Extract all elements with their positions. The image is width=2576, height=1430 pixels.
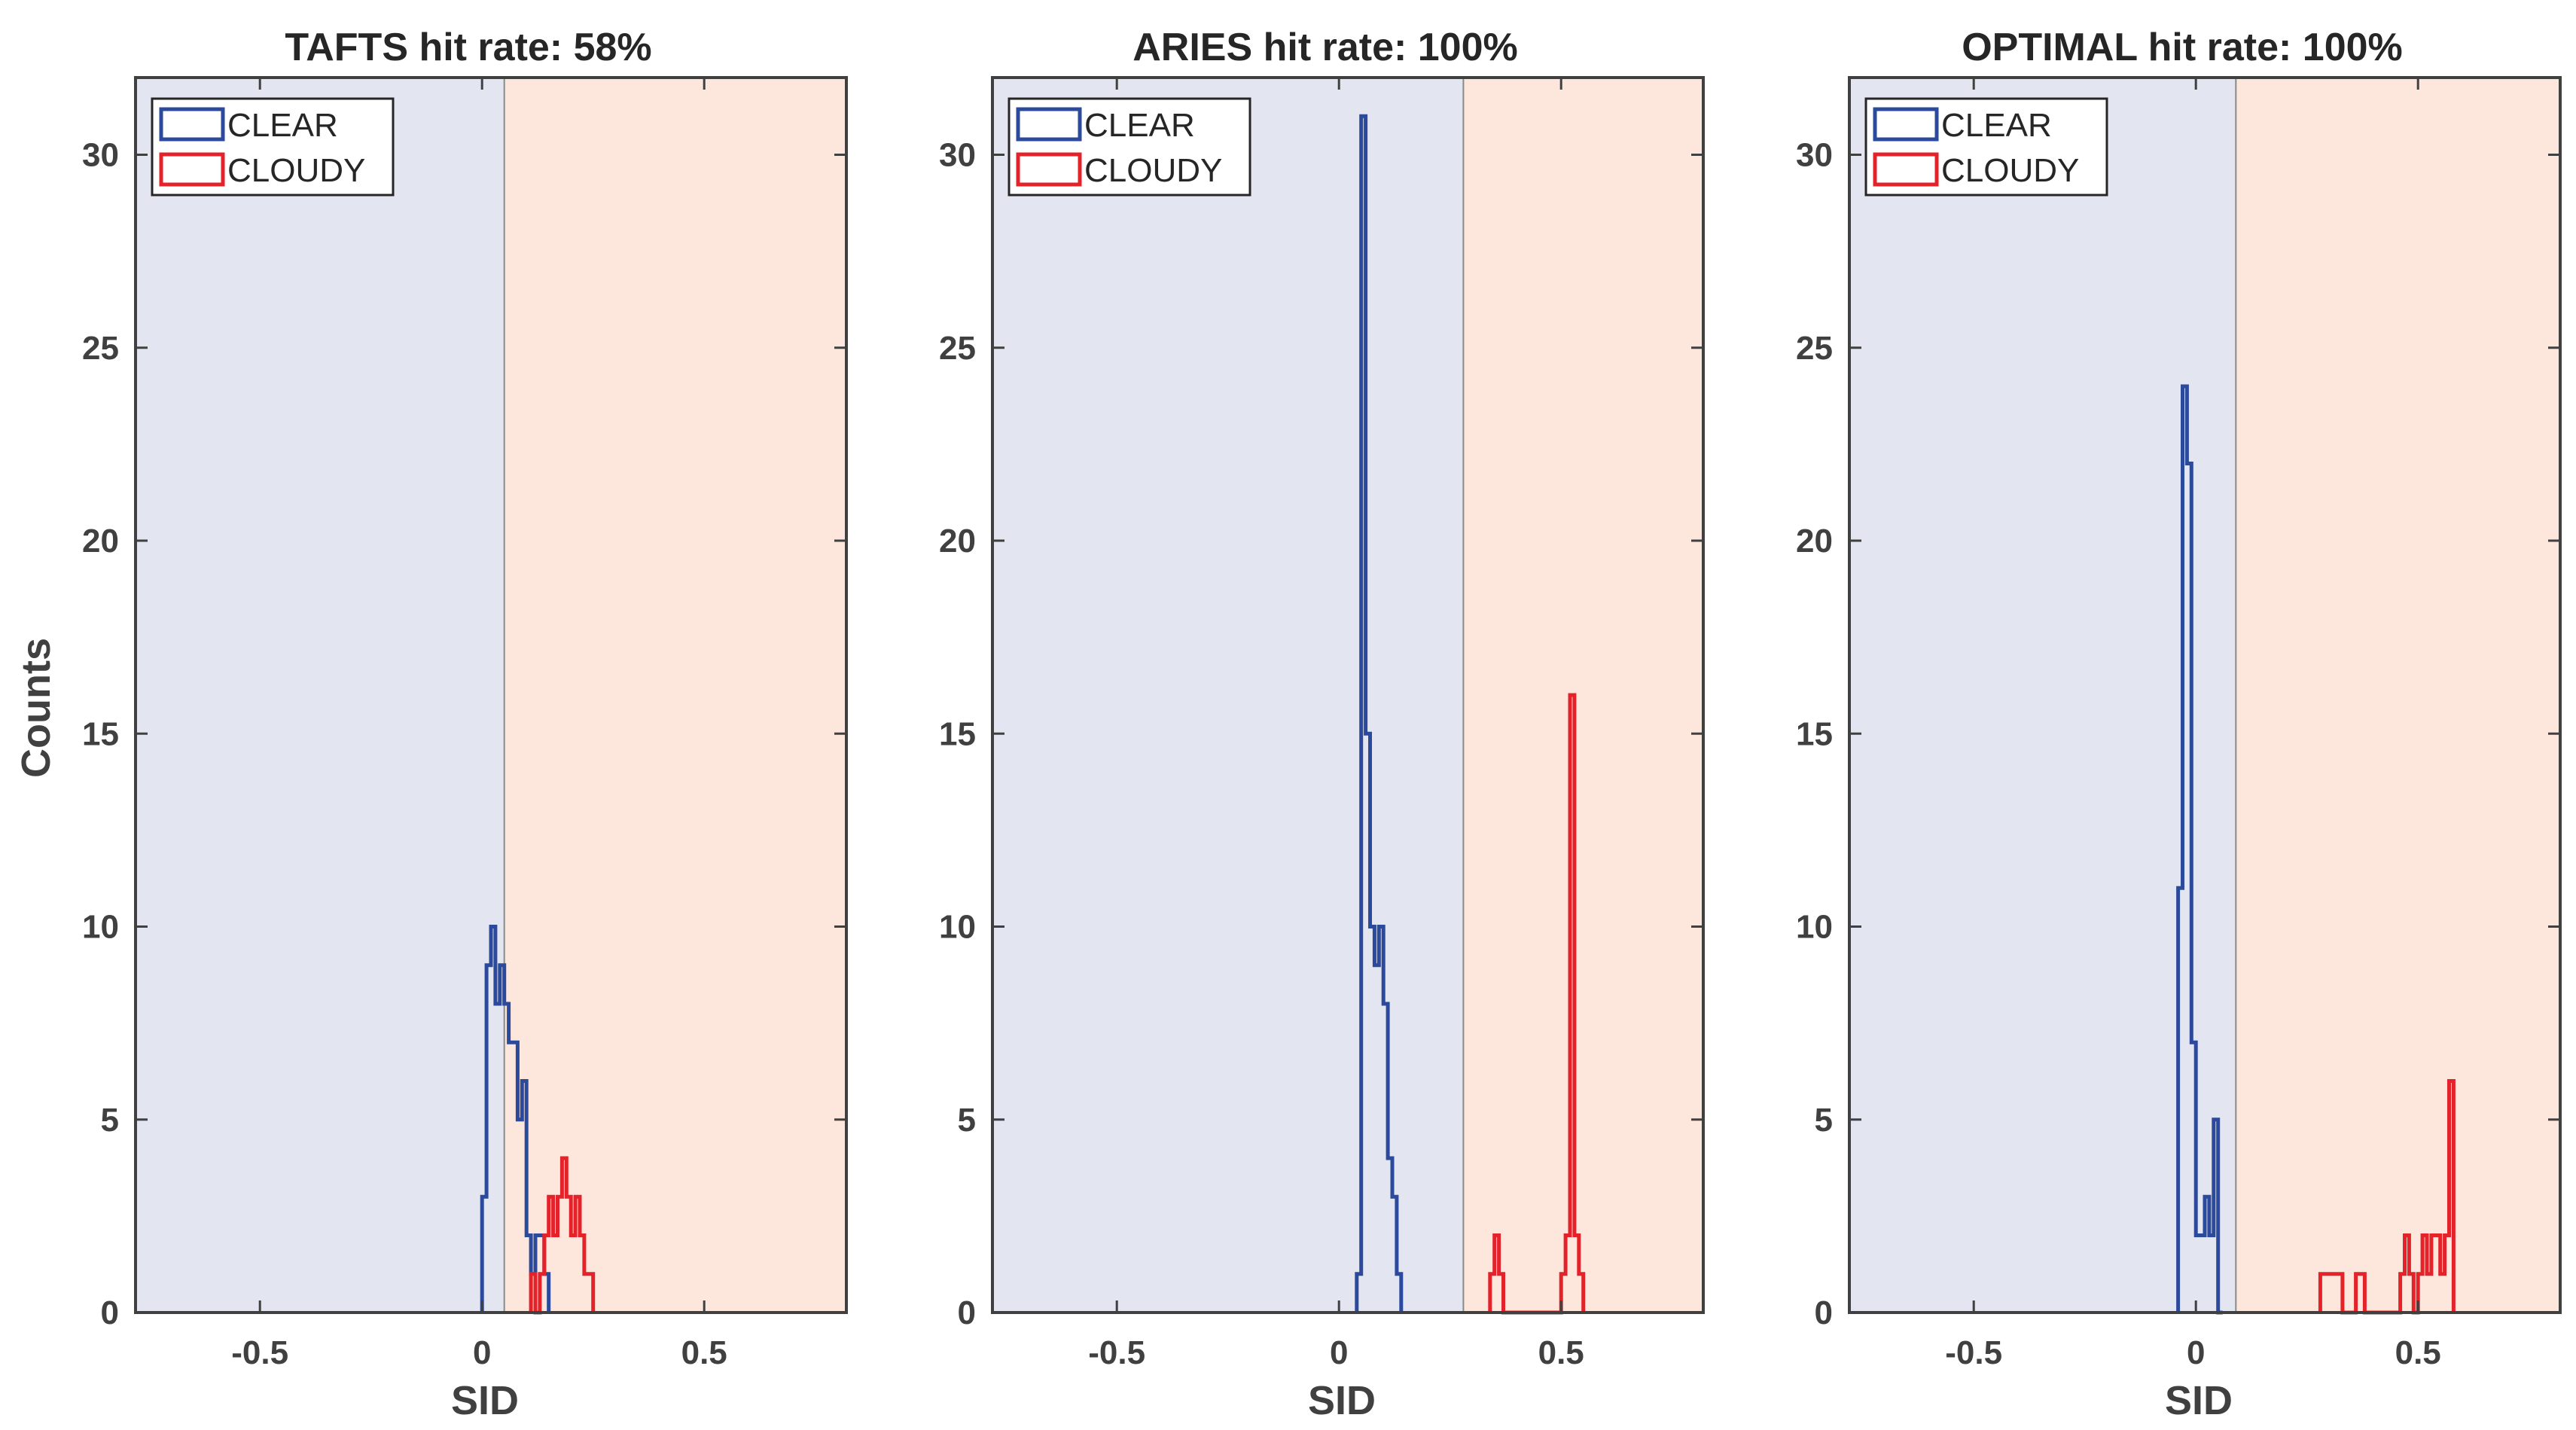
chart-panel-1: 0 5 10 15 20 25 30 -0.5 0 0.5 TAFTS hit rate: 58% S… [82,26,848,1423]
legend-box [151,97,395,197]
legend-label-clear: CLEAR [1084,107,1195,144]
legend: CLEAR CLOUDY [1008,97,1251,197]
cloudy-region [1463,78,1703,1313]
x-axis-label: SID [2165,1378,2233,1423]
legend-box [1864,97,2108,197]
axes-box [134,76,848,1314]
y-tick-label: 5 [101,1102,119,1139]
legend-swatch-clear [159,107,225,142]
legend: CLEAR CLOUDY [151,97,395,197]
clear-region [136,78,505,1313]
clear-region [1849,78,2236,1313]
x-axis-label: SID [1308,1378,1376,1423]
x-tick-label: 0 [473,1334,491,1371]
x-tick-label: 0.5 [2395,1334,2441,1371]
y-tick-label: 30 [1796,137,1833,174]
y-tick-label: 25 [82,330,119,367]
chart-title: ARIES hit rate: 100% [1133,26,1518,69]
y-tick-label: 5 [1815,1102,1833,1139]
histogram-cloudy [529,1156,596,1315]
legend: CLEAR CLOUDY [1864,97,2108,197]
axes-box [1848,76,2562,1314]
legend-swatch-cloudy [1873,152,1939,187]
legend-swatch-clear [1873,107,1939,142]
y-tick-label: 10 [939,909,976,946]
chart-panel-3: 0 5 10 15 20 25 30 -0.5 0 0.5 OPTIMAL hit rate: 10… [1796,26,2562,1423]
y-tick-label: 15 [82,715,119,752]
cloudy-region [504,78,846,1313]
histogram-cloudy [1488,693,1586,1315]
histogram-clear [2176,384,2223,1315]
chart-title: OPTIMAL hit rate: 100% [1962,26,2403,69]
legend-label-clear: CLEAR [1941,107,2052,144]
x-tick-label: -0.5 [1945,1334,2002,1371]
y-tick-label: 10 [82,909,119,946]
x-tick-label: 0 [1330,1334,1348,1371]
y-tick-label: 20 [1796,523,1833,559]
legend-swatch-clear [1016,107,1082,142]
x-axis-label: SID [451,1378,519,1423]
x-tick-label: 0.5 [1538,1334,1584,1371]
y-tick-label: 15 [939,715,976,752]
y-tick-label: 5 [958,1102,976,1139]
y-tick-label: 0 [101,1294,119,1331]
legend-swatch-cloudy [159,152,225,187]
y-tick-label: 20 [939,523,976,559]
y-tick-label: 15 [1796,715,1833,752]
x-tick-label: -0.5 [1088,1334,1145,1371]
clear-region [992,78,1464,1313]
histogram-cloudy [2318,1079,2456,1315]
y-tick-label: 30 [939,137,976,174]
y-tick-label: 0 [958,1294,976,1331]
y-tick-label: 25 [1796,330,1833,367]
y-axis-label: Counts [14,638,59,778]
x-tick-label: 0.5 [681,1334,727,1371]
chart-panel-2: 0 5 10 15 20 25 30 -0.5 0 0.5 ARIES hit rate: 100%… [939,26,1705,1423]
histogram-clear [480,925,551,1313]
x-tick-label: 0 [2187,1334,2205,1371]
legend-label-cloudy: CLOUDY [1084,152,1222,189]
x-tick-label: -0.5 [231,1334,288,1371]
y-tick-label: 25 [939,330,976,367]
cloudy-region [2236,78,2560,1313]
y-tick-label: 0 [1815,1294,1833,1331]
y-tick-label: 10 [1796,909,1833,946]
y-tick-label: 30 [82,137,119,174]
legend-label-cloudy: CLOUDY [1941,152,2079,189]
axes-box [991,76,1705,1314]
chart-title: TAFTS hit rate: 58% [285,26,651,69]
legend-label-cloudy: CLOUDY [227,152,365,189]
legend-box [1008,97,1251,197]
legend-label-clear: CLEAR [227,107,338,144]
legend-swatch-cloudy [1016,152,1082,187]
histogram-clear [1355,114,1404,1313]
y-tick-label: 20 [82,523,119,559]
